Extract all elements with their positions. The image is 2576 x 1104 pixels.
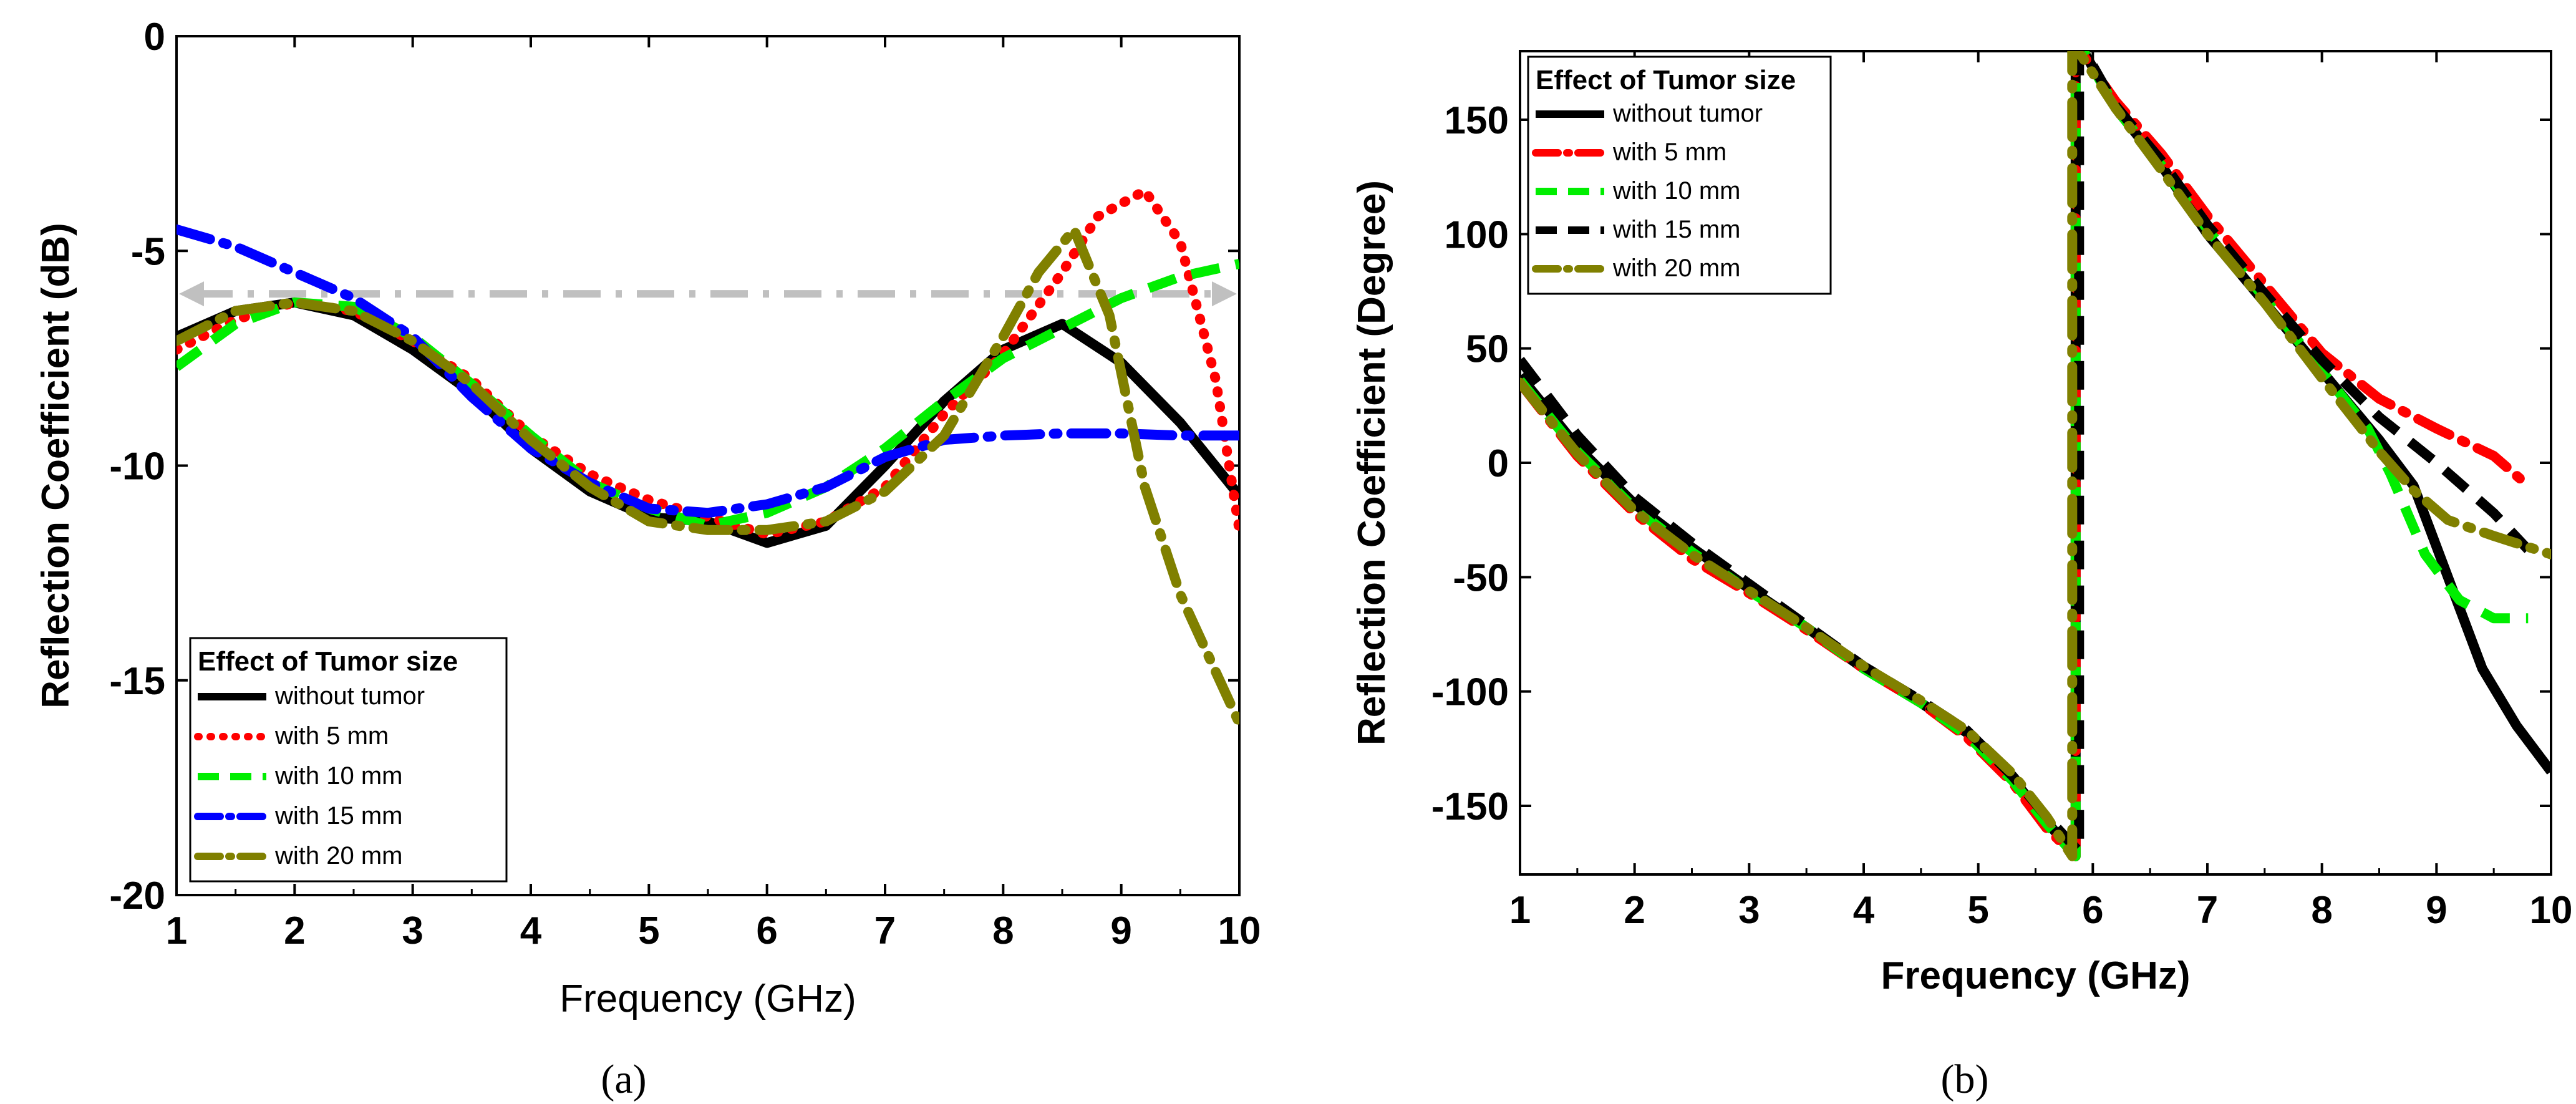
series-line-without-tumor bbox=[177, 297, 1239, 548]
y-tick-label: -50 bbox=[1453, 556, 1509, 599]
y-tick-label: 0 bbox=[1488, 442, 1509, 485]
x-tick-label: 1 bbox=[1509, 889, 1531, 932]
series-line-with-15-mm bbox=[177, 224, 1239, 518]
panel-caption: (a) bbox=[601, 1057, 646, 1102]
legend-label: with 5 mm bbox=[1612, 138, 1726, 166]
x-tick-label: 9 bbox=[1110, 909, 1131, 952]
x-tick-label: 7 bbox=[2197, 889, 2218, 932]
series-group bbox=[1520, 51, 2551, 861]
x-axis-title: Frequency (GHz) bbox=[559, 977, 856, 1020]
y-tick-label: -15 bbox=[109, 660, 165, 703]
panel-a-reflection-magnitude-chart: 1 2 3 4 5 6 7 8 9 10 0 -5 -10 -15 -20 Frequency (GHz) Re… bbox=[34, 16, 1261, 1102]
x-tick-label: 6 bbox=[2082, 889, 2103, 932]
y-tick-label: -100 bbox=[1431, 671, 1509, 714]
y-tick-label: -20 bbox=[109, 874, 165, 918]
x-tick-label: 5 bbox=[638, 909, 659, 952]
x-tick-label: 9 bbox=[2426, 889, 2447, 932]
legend-label: with 20 mm bbox=[274, 842, 403, 869]
legend-label: with 10 mm bbox=[1612, 177, 1741, 205]
x-tick-label: 3 bbox=[1738, 889, 1760, 932]
series-group bbox=[177, 185, 1239, 729]
x-axis-title: Frequency (GHz) bbox=[1881, 954, 2190, 997]
y-tick-label: -10 bbox=[109, 445, 165, 488]
reference-arrow-right bbox=[1212, 281, 1237, 307]
y-tick-label: 100 bbox=[1445, 213, 1509, 256]
series-line-with-20-mm bbox=[177, 224, 1239, 729]
x-tick-label: 8 bbox=[992, 909, 1014, 952]
y-axis-title: Reflection Coefficient (Degree) bbox=[1350, 180, 1393, 745]
y-tick-label: -5 bbox=[131, 230, 165, 273]
x-tick-label: 10 bbox=[2530, 889, 2573, 932]
y-tick-label: 0 bbox=[144, 16, 165, 59]
x-tick-label: 1 bbox=[166, 909, 187, 952]
legend-box bbox=[189, 637, 508, 883]
x-tick-label: 2 bbox=[284, 909, 305, 952]
legend: Effect of Tumor size without tumor with 5 … bbox=[189, 637, 508, 883]
x-tick-label: 7 bbox=[874, 909, 896, 952]
legend-box bbox=[1527, 56, 1832, 295]
legend-label: with 15 mm bbox=[1612, 216, 1741, 243]
x-tick-label: 10 bbox=[1218, 909, 1261, 952]
x-tick-label: 3 bbox=[402, 909, 423, 952]
reference-arrow-left bbox=[179, 281, 204, 307]
series-line-with-10-mm bbox=[1520, 51, 2529, 861]
legend-label: without tumor bbox=[274, 682, 425, 710]
legend-title: Effect of Tumor size bbox=[198, 646, 458, 677]
x-tick-label: 5 bbox=[1967, 889, 1988, 932]
legend: Effect of Tumor size without tumor with 5 … bbox=[1527, 56, 1832, 295]
legend-label: with 5 mm bbox=[274, 722, 389, 750]
y-axis-title: Reflection Coefficient (dB) bbox=[34, 223, 77, 708]
series-line-with-20-mm bbox=[1520, 51, 2551, 861]
x-tick-label: 4 bbox=[520, 909, 542, 952]
legend-title: Effect of Tumor size bbox=[1536, 65, 1796, 95]
legend-label: without tumor bbox=[1612, 100, 1763, 127]
legend-label: with 10 mm bbox=[274, 762, 403, 790]
x-tick-label: 6 bbox=[756, 909, 777, 952]
legend-label: with 20 mm bbox=[1612, 254, 1741, 282]
x-tick-label: 4 bbox=[1853, 889, 1875, 932]
series-line-with-10-mm bbox=[177, 259, 1239, 531]
x-tick-label: 2 bbox=[1624, 889, 1645, 932]
panel-caption: (b) bbox=[1941, 1057, 1989, 1102]
legend-label: with 15 mm bbox=[274, 802, 403, 830]
y-tick-label: 150 bbox=[1445, 99, 1509, 142]
x-tick-label: 8 bbox=[2311, 889, 2332, 932]
y-tick-label: -150 bbox=[1431, 785, 1509, 828]
panel-b-reflection-phase-chart: 1 2 3 4 5 6 7 8 9 10 150 100 50 0 -50 -100 -150 Frequency… bbox=[1350, 50, 2573, 1102]
y-tick-label: 50 bbox=[1466, 328, 1509, 371]
